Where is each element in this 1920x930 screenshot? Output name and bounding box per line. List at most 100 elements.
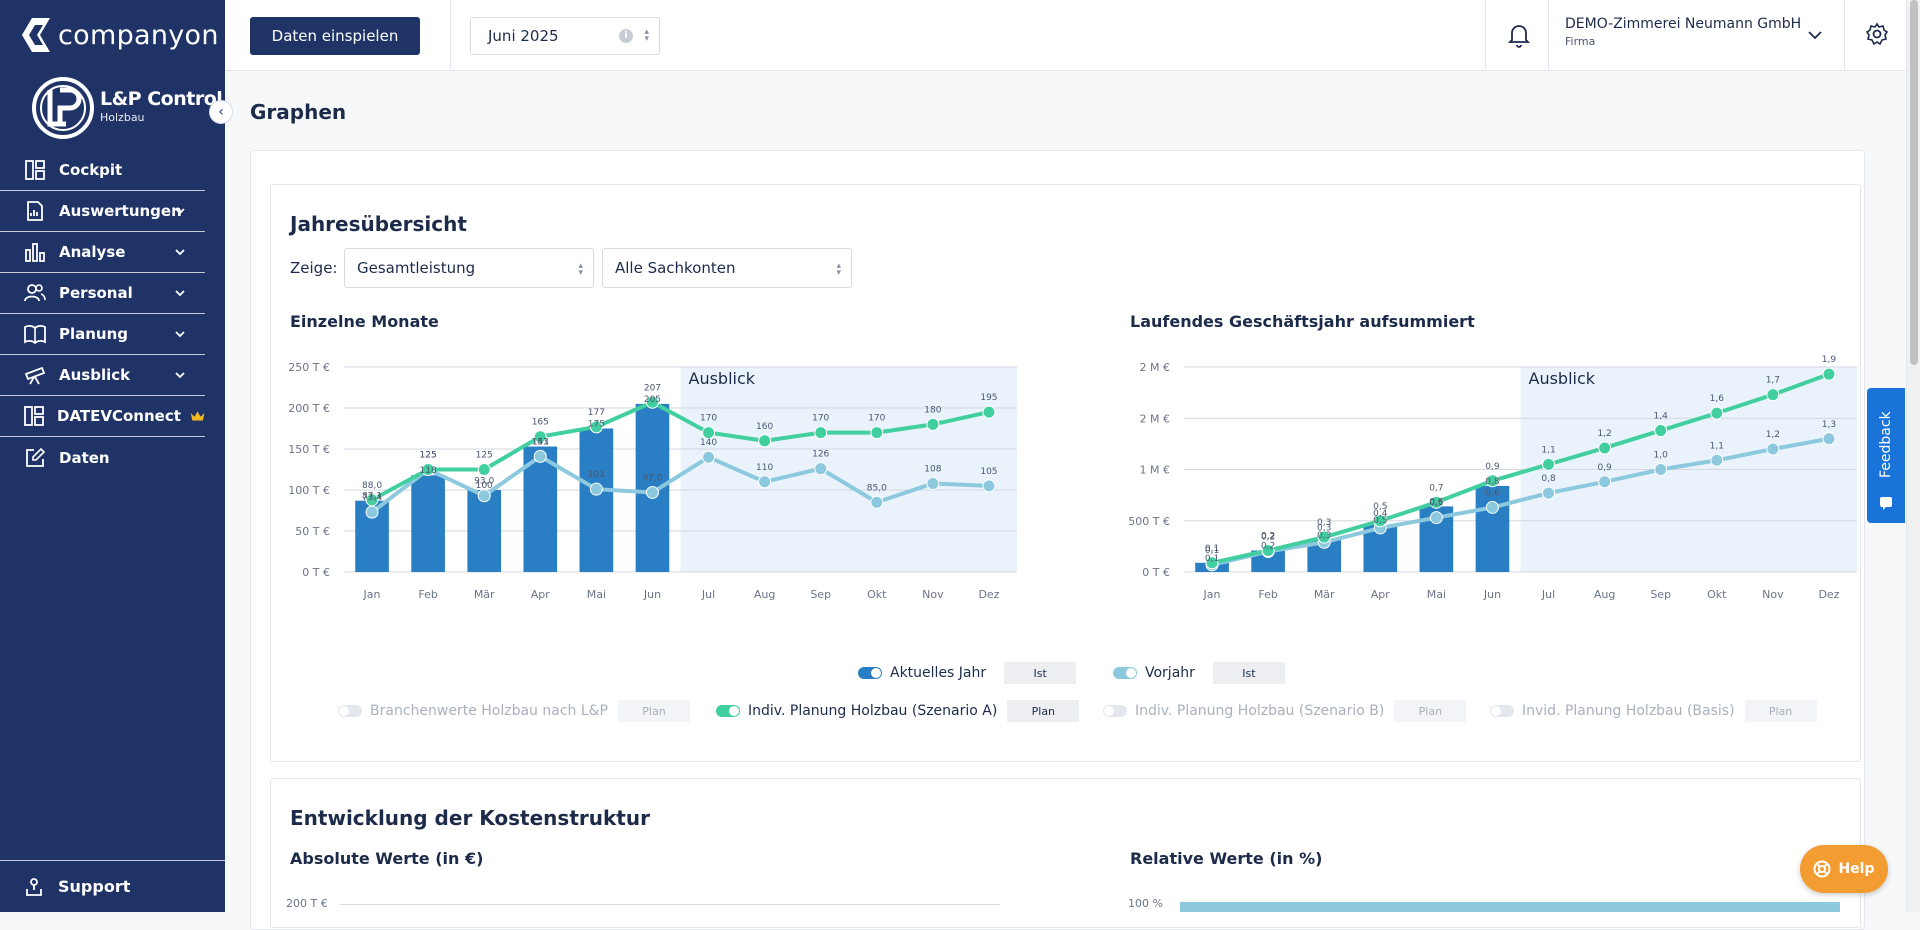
sidebar-item-cockpit[interactable]: Cockpit	[0, 150, 205, 191]
legend-label: Indiv. Planung Holzbau (Szenario A)	[748, 703, 998, 719]
toggle-switch[interactable]	[858, 667, 882, 679]
help-label: Help	[1838, 861, 1875, 877]
data-label: 0,3	[1317, 531, 1331, 541]
sidebar-item-personal[interactable]: Personal	[0, 273, 205, 314]
data-point	[1654, 424, 1668, 438]
data-point	[758, 475, 772, 489]
toggle-switch[interactable]	[716, 705, 740, 717]
scrollbar-thumb[interactable]	[1910, 0, 1918, 365]
x-tick-label: Dez	[978, 588, 999, 601]
data-label: 1,2	[1597, 429, 1611, 439]
product-subtitle: Holzbau	[100, 110, 145, 124]
chevron-down-icon[interactable]	[1807, 27, 1823, 43]
legend-tag: Plan	[1744, 700, 1817, 722]
data-point	[365, 493, 379, 507]
dashboard-icon	[24, 159, 46, 181]
brand-name: companyon	[58, 19, 219, 51]
x-tick-label: Jul	[1541, 588, 1555, 601]
bar	[467, 490, 502, 572]
series-line	[1211, 436, 1830, 567]
x-tick-label: Mai	[587, 588, 606, 601]
support-link[interactable]: Support	[0, 860, 225, 912]
data-point	[1822, 367, 1836, 381]
data-label: 141	[532, 437, 549, 447]
sidebar-collapse-button[interactable]: ‹	[209, 100, 233, 124]
import-data-button[interactable]: Daten einspielen	[250, 17, 420, 55]
data-point	[1710, 453, 1724, 467]
data-label: 1,4	[1654, 412, 1669, 422]
data-label: 97,0	[642, 473, 662, 483]
companyon-logo-icon	[22, 18, 50, 52]
page-scrollbar[interactable]	[1906, 0, 1920, 912]
series-line	[370, 454, 990, 514]
forecast-label: Ausblick	[689, 369, 756, 388]
data-label: 153	[532, 438, 549, 448]
accounts-select[interactable]: Alle Sachkonten ▴ ▾	[602, 248, 852, 288]
divider	[450, 0, 451, 71]
legend-scenario-a[interactable]: Indiv. Planung Holzbau (Szenario A) Plan	[716, 700, 1080, 722]
x-tick-label: Mär	[1314, 588, 1335, 601]
company-type: Firma	[1565, 35, 1596, 48]
sidebar-item-planung[interactable]: Planung	[0, 314, 205, 355]
sidebar-item-label: Analyse	[59, 243, 126, 261]
data-point	[1542, 457, 1556, 471]
data-label: 1,1	[1710, 441, 1724, 451]
sidebar-item-daten[interactable]: Daten	[0, 437, 205, 478]
feedback-button[interactable]: Feedback	[1867, 388, 1905, 523]
toggle-switch[interactable]	[1490, 705, 1514, 717]
lp-logo-icon	[32, 77, 94, 139]
data-label: 110	[756, 463, 773, 473]
forecast-area	[680, 367, 1017, 572]
data-label: 88,0	[362, 481, 382, 491]
divider	[1844, 0, 1845, 71]
companyon-logo[interactable]: companyon	[20, 16, 219, 54]
data-label: 1,1	[1541, 445, 1555, 455]
data-point	[477, 489, 491, 503]
toggle-switch[interactable]	[338, 705, 362, 717]
x-tick-label: Jun	[1483, 588, 1501, 601]
legend-tag: Plan	[1394, 700, 1467, 722]
bell-icon[interactable]	[1507, 22, 1531, 48]
company-switcher[interactable]: DEMO-Zimmerei Neumann GmbH Firma	[1565, 16, 1801, 48]
sort-arrows-icon: ▴ ▾	[836, 261, 841, 278]
legend-basis[interactable]: Invid. Planung Holzbau (Basis) Plan	[1490, 700, 1817, 722]
cumulative-chart: Ausblick 0 T € 500 T € 1 M € 2 M € 2 M € Jan Fe…	[1128, 355, 1857, 601]
toggle-switch[interactable]	[1103, 705, 1127, 717]
measure-select[interactable]: Gesamtleistung ▴ ▾	[344, 248, 594, 288]
y-tick-label: 0 T €	[1142, 566, 1170, 579]
help-button[interactable]: Help	[1800, 845, 1888, 893]
x-tick-label: Okt	[1707, 588, 1727, 601]
data-point	[870, 495, 884, 509]
data-label: 73,4	[362, 493, 382, 503]
sidebar-item-label: Ausblick	[59, 366, 131, 384]
legend-tag: Ist	[1004, 662, 1077, 684]
legend-scenario-b[interactable]: Indiv. Planung Holzbau (Szenario B) Plan	[1103, 700, 1467, 722]
month-select[interactable]: Juni 2025 i ▴ ▾	[470, 17, 660, 55]
show-label: Zeige:	[290, 259, 338, 277]
sidebar-item-label: DATEVConnect	[57, 407, 181, 425]
measure-select-value: Gesamtleistung	[357, 259, 476, 277]
x-tick-label: Aug	[1594, 588, 1615, 601]
info-icon[interactable]: i	[619, 29, 633, 43]
legend-current-year[interactable]: Aktuelles Jahr Ist	[858, 662, 1077, 684]
data-point	[533, 430, 547, 444]
sidebar-item-datevconnect[interactable]: DATEVConnect	[0, 396, 205, 437]
gear-icon[interactable]	[1865, 22, 1889, 46]
legend-label: Invid. Planung Holzbau (Basis)	[1522, 703, 1735, 719]
data-point	[1429, 511, 1443, 525]
legend-previous-year[interactable]: Vorjahr Ist	[1113, 662, 1285, 684]
x-tick-label: Apr	[1371, 588, 1391, 601]
toggle-switch[interactable]	[1113, 667, 1137, 679]
sidebar-item-analyse[interactable]: Analyse	[0, 232, 205, 273]
report-icon	[24, 200, 46, 222]
sidebar-item-ausblick[interactable]: Ausblick	[0, 355, 205, 396]
data-point	[421, 463, 435, 476]
data-label: 170	[812, 414, 829, 424]
data-point	[702, 450, 716, 464]
data-label: 140	[700, 438, 717, 448]
sidebar-item-auswertungen[interactable]: Auswertungen	[0, 191, 205, 232]
chevron-down-icon	[175, 249, 185, 256]
legend-industry-values[interactable]: Branchenwerte Holzbau nach L&P Plan	[338, 700, 690, 722]
data-label: 0,6	[1485, 488, 1500, 498]
data-point	[1598, 475, 1612, 489]
